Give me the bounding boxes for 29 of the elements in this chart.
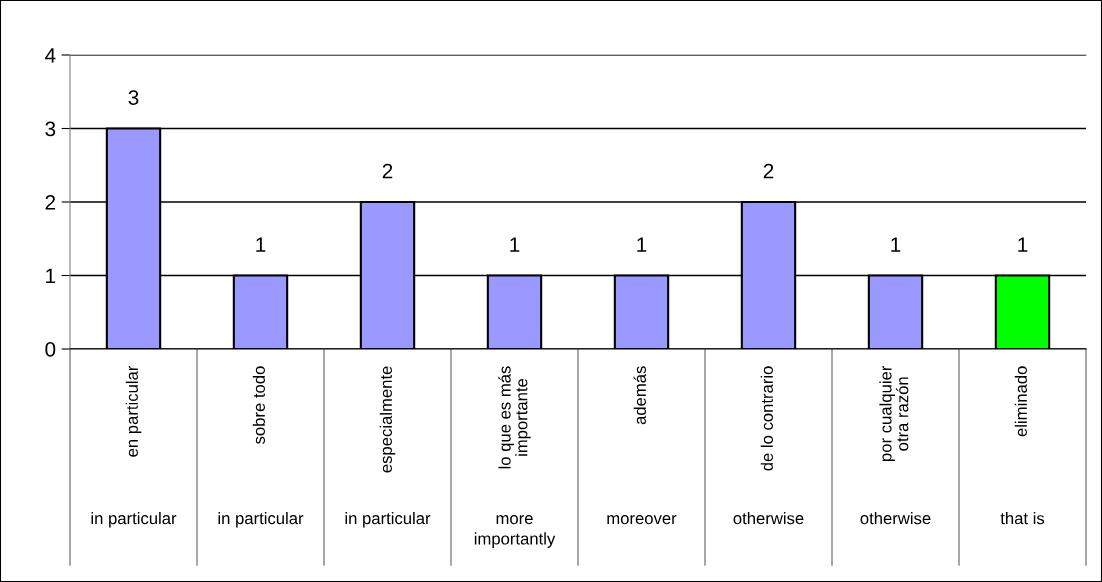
x-tick-label: eliminado	[1014, 366, 1027, 437]
x-tick-label: por cualquier otra razón	[879, 365, 909, 461]
x-tick-label: además	[633, 366, 646, 425]
data-label: 1	[891, 237, 901, 252]
data-label: 1	[1018, 237, 1028, 252]
data-label: 2	[382, 163, 393, 179]
text: otherwise	[733, 512, 804, 525]
text: more importantly	[474, 515, 556, 548]
x-tick-label: en particular	[125, 365, 142, 457]
y-tick-label: 4	[45, 48, 56, 63]
data-label: 2	[763, 163, 774, 179]
text: moreover	[607, 515, 677, 525]
y-tick-label: 2	[45, 195, 56, 210]
x-tick-label: especialmente	[379, 366, 396, 473]
data-label: 1	[637, 237, 647, 252]
y-tick-label: 3	[45, 121, 56, 137]
text: in particular	[345, 512, 431, 528]
text: in particular	[218, 512, 304, 528]
data-label: 1	[256, 237, 266, 252]
text: otherwise	[860, 512, 931, 525]
text: in particular	[91, 512, 177, 528]
data-label: 1	[510, 237, 520, 252]
data-label: 3	[128, 90, 139, 105]
y-tick-label: 1	[46, 268, 56, 284]
x-tick-label: sobre todo	[252, 366, 265, 444]
text: that is	[1000, 512, 1045, 525]
x-tick-label: de lo contrario	[760, 366, 773, 471]
x-tick-label: lo que es más importante	[498, 366, 531, 469]
y-tick-label: 0	[45, 342, 56, 357]
